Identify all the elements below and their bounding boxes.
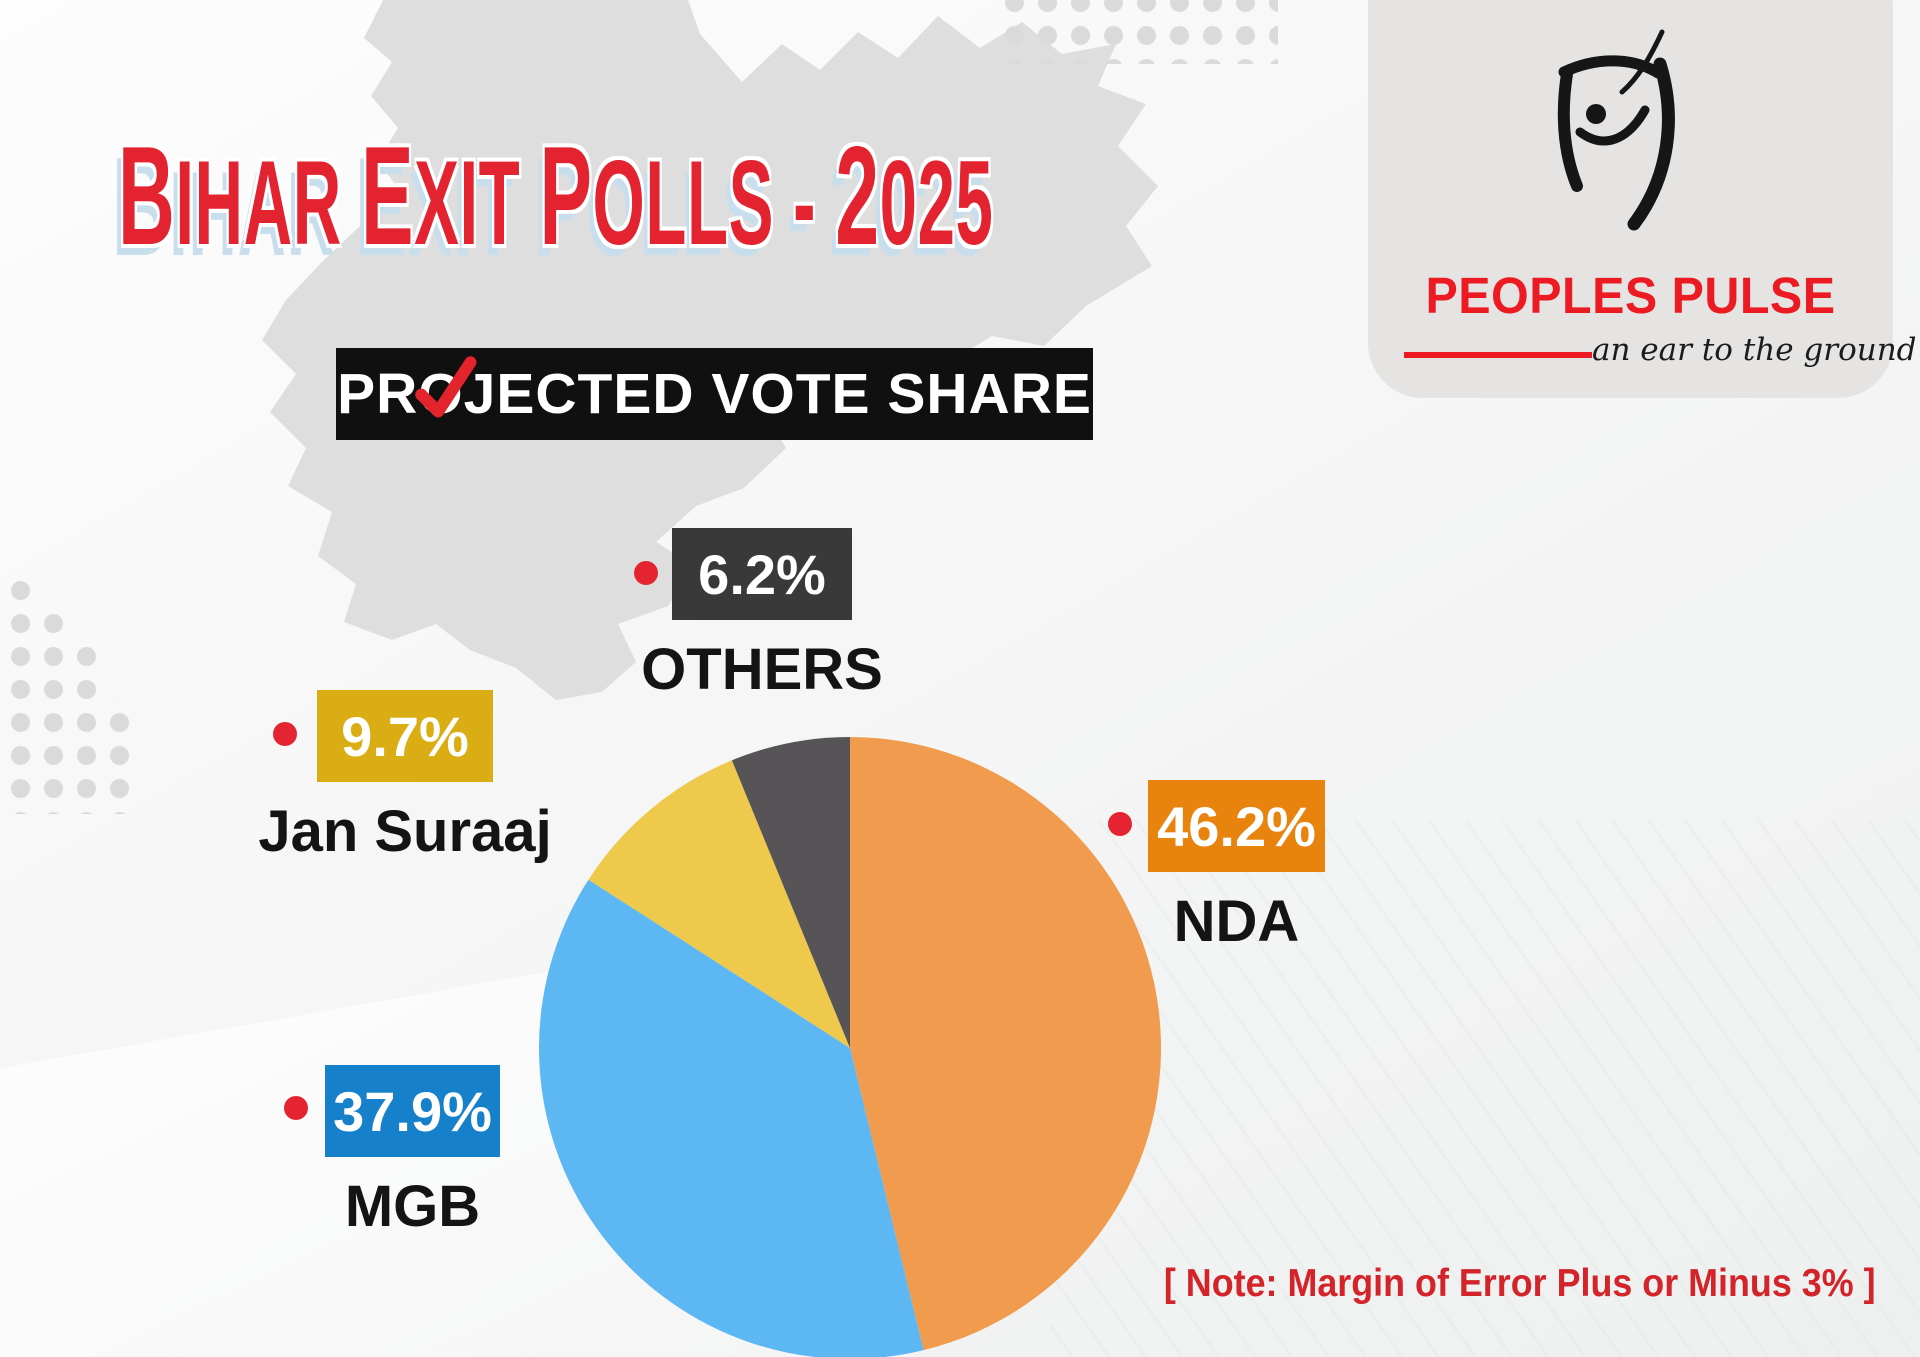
party-label-jan-suraaj: Jan Suraaj [258,799,552,864]
brand-tagline: an ear to the ground [1592,332,1917,368]
party-label-mgb: MGB [344,1174,481,1239]
value-badge-jan-suraaj: 9.7% [317,690,493,782]
logo-figure-head [1586,104,1606,124]
party-label-nda: NDA [1173,889,1300,954]
pie-slice-others [731,737,850,1048]
pie-slice-nda [850,737,1162,1351]
party-label-others: OTHERS [641,637,883,702]
legend-nda: 46.2% NDA [1108,780,1325,955]
subtitle-letter-o: O [415,355,477,427]
legend-jan-suraaj: 9.7% Jan Suraaj [258,690,552,865]
bullet-dot-icon [1108,812,1132,836]
value-badge-others: 6.2% [672,528,852,620]
bullet-dot-icon [284,1096,308,1120]
legend-mgb: 37.9% MGB [284,1065,500,1240]
tagline-underline [1404,352,1592,358]
subtitle-banner: PR O JECTED VOTE SHARE [336,348,1093,440]
value-badge-nda: 46.2% [1148,780,1325,872]
margin-of-error-note: [ Note: Margin of Error Plus or Minus 3%… [1164,1262,1876,1305]
bullet-dot-icon [634,561,658,585]
peoples-pulse-logo-icon [1557,29,1675,231]
brand-card: PEOPLES PULSE an ear to the ground [1368,0,1917,398]
pie-slice-jan-suraaj [588,760,850,1048]
brand-name: PEOPLES PULSE [1425,267,1836,324]
bullet-dot-icon [273,722,297,746]
legend-others: 6.2% OTHERS [634,528,883,703]
value-badge-mgb: 37.9% [325,1065,500,1157]
subtitle-text-pre: PR [337,362,419,426]
brand-tagline-row: an ear to the ground [1404,332,1917,368]
page-title: BIHAR EXIT POLLS - 2025 [118,117,994,274]
checkmark-icon [415,355,477,418]
pie-slice-mgb [539,879,924,1357]
subtitle-text-post: JECTED VOTE SHARE [463,362,1092,426]
